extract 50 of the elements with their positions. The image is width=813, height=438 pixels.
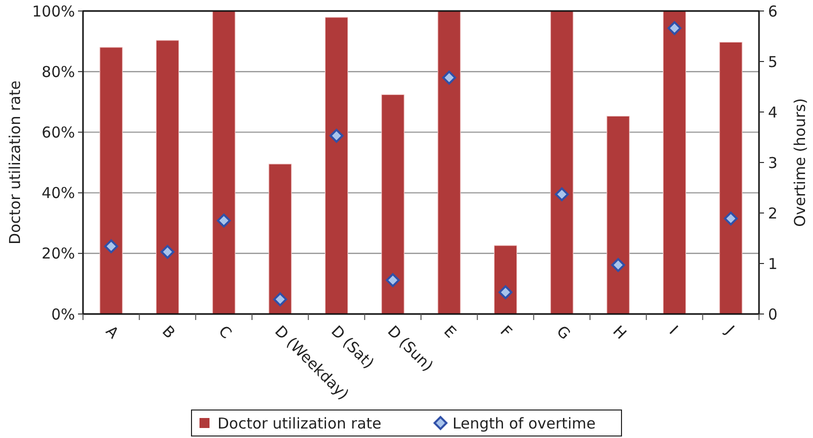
legend-label: Length of overtime [452, 414, 596, 432]
bar [324, 17, 348, 314]
y2-tick-label: 4 [768, 103, 778, 122]
x-tick-label: F [496, 322, 516, 341]
bar [268, 164, 292, 314]
point [330, 128, 344, 143]
bar [494, 245, 518, 314]
bar [156, 40, 180, 314]
y2-tick-label: 0 [768, 305, 778, 324]
point [104, 239, 118, 254]
x-tick-label: A [102, 322, 123, 343]
point [216, 214, 231, 228]
point [442, 70, 456, 85]
point [160, 244, 174, 259]
y2-tick-label: 6 [768, 2, 778, 20]
bar [606, 116, 630, 314]
y2-tick-label: 1 [768, 254, 778, 273]
y2-tick-label: 5 [768, 52, 778, 71]
y2-tick-label: 2 [768, 204, 778, 222]
x-tick-label: G [553, 322, 574, 344]
x-tick-label: C [215, 322, 236, 342]
bar [662, 10, 686, 314]
bar [100, 47, 123, 314]
x-tick-label: J [721, 321, 738, 338]
legend-label: Doctor utilization rate [218, 414, 382, 432]
point [498, 285, 512, 300]
point [668, 21, 682, 36]
y-tick-label: 40% [42, 184, 75, 202]
y-tick-label: 60% [42, 123, 75, 142]
point [611, 258, 626, 272]
x-tick-label: I [666, 322, 682, 338]
bar [381, 94, 404, 314]
y-tick-label: 0% [51, 305, 75, 324]
bar [550, 10, 574, 314]
y-tick-label: 100% [32, 2, 75, 20]
x-tick-label: B [158, 322, 179, 342]
point [386, 273, 400, 288]
y2-axis-title: Overtime (hours) [791, 98, 809, 227]
point [273, 292, 288, 306]
bar [719, 42, 742, 314]
y-tick-label: 80% [42, 62, 75, 81]
x-tick-label: H [609, 322, 630, 343]
y-axis-title: Doctor utilization rate [6, 80, 24, 244]
bar [438, 10, 461, 314]
point [724, 212, 738, 226]
x-tick-label: E [440, 322, 460, 342]
y2-tick-label: 3 [768, 154, 778, 172]
y-tick-label: 20% [42, 244, 75, 263]
bar [212, 10, 236, 314]
point [554, 187, 569, 202]
